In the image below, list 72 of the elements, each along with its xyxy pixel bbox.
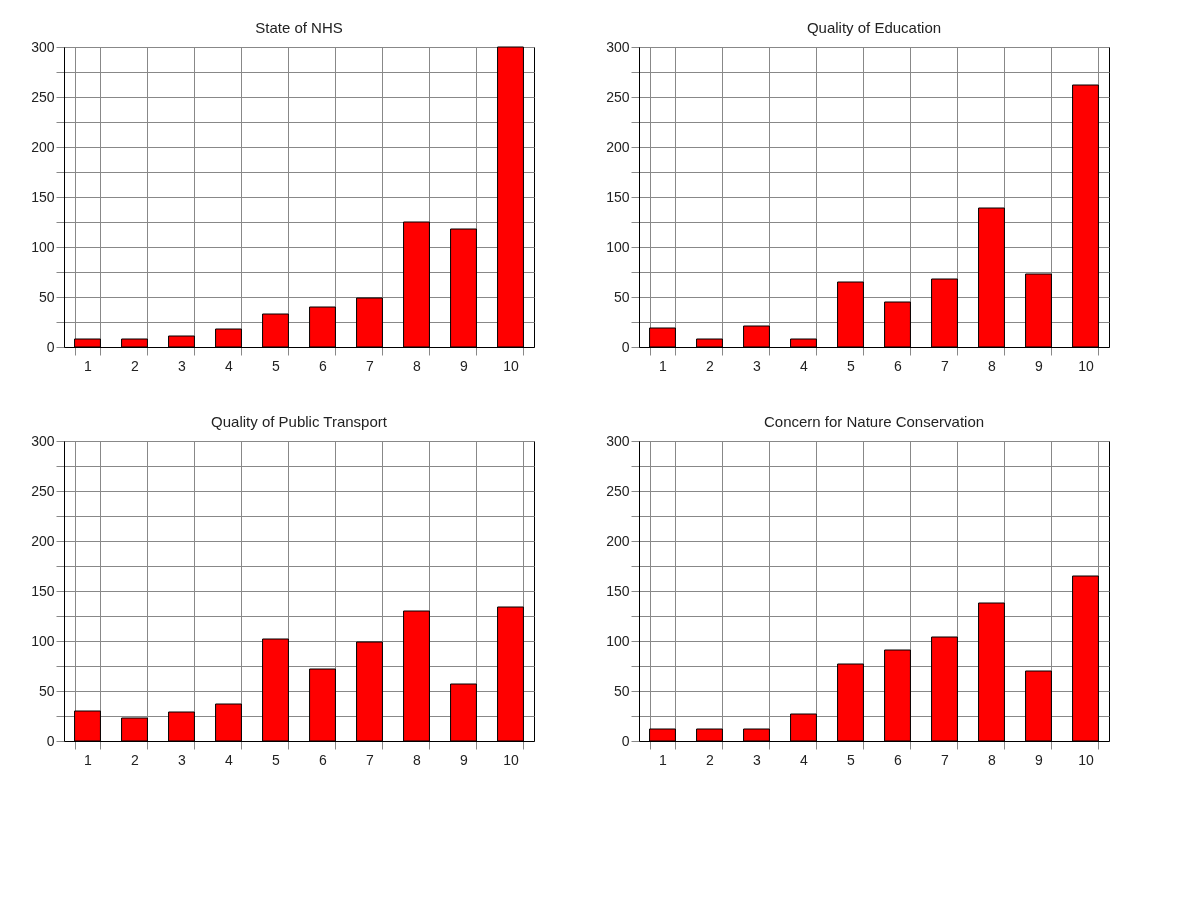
y-tick-label: 100 <box>31 632 55 649</box>
y-tick-label: 300 <box>31 38 55 55</box>
x-tick-label: 9 <box>1035 751 1044 768</box>
x-tick-label: 8 <box>988 751 997 768</box>
x-tick-label: 3 <box>178 357 187 374</box>
x-tick-label: 6 <box>319 751 328 768</box>
y-tick-label: 250 <box>606 482 630 499</box>
y-tick-label: 200 <box>606 532 630 549</box>
x-tick-label: 4 <box>800 357 809 374</box>
y-tick-label: 300 <box>31 432 55 449</box>
chart-title: Concern for Nature Conservation <box>763 413 985 430</box>
x-tick-label: 9 <box>460 357 469 374</box>
x-tick-label: 7 <box>941 751 950 768</box>
y-tick-label: 100 <box>606 238 630 255</box>
x-tick-label: 5 <box>847 751 856 768</box>
x-tick-label: 8 <box>988 357 997 374</box>
y-tick-label: 250 <box>31 482 55 499</box>
chart-title: Quality of Education <box>806 19 942 36</box>
x-tick-label: 2 <box>706 751 715 768</box>
x-tick-label: 1 <box>84 751 93 768</box>
x-tick-label: 4 <box>225 751 234 768</box>
x-tick-label: 9 <box>1035 357 1044 374</box>
x-tick-label: 4 <box>800 751 809 768</box>
y-tick-label: 300 <box>606 432 630 449</box>
x-tick-label: 3 <box>178 751 187 768</box>
y-tick-label: 50 <box>613 288 630 305</box>
y-tick-label: 250 <box>31 88 55 105</box>
x-tick-label: 2 <box>131 751 140 768</box>
x-tick-label: 1 <box>659 751 668 768</box>
y-tick-label: 50 <box>38 682 55 699</box>
y-tick-label: 150 <box>31 188 55 205</box>
x-tick-label: 3 <box>753 357 762 374</box>
x-tick-label: 5 <box>272 751 281 768</box>
y-tick-label: 0 <box>621 338 630 355</box>
y-tick-label: 150 <box>606 188 630 205</box>
x-tick-label: 7 <box>941 357 950 374</box>
y-tick-label: 150 <box>31 582 55 599</box>
x-tick-label: 10 <box>503 751 519 768</box>
chart-title: Quality of Public Transport <box>211 413 388 430</box>
x-tick-label: 10 <box>1078 751 1094 768</box>
y-tick-label: 50 <box>613 682 630 699</box>
y-tick-label: 300 <box>606 38 630 55</box>
x-tick-label: 5 <box>847 357 856 374</box>
x-tick-label: 1 <box>84 357 93 374</box>
x-tick-label: 10 <box>1078 357 1094 374</box>
x-tick-label: 3 <box>753 751 762 768</box>
y-tick-label: 200 <box>31 138 55 155</box>
x-tick-label: 2 <box>706 357 715 374</box>
y-tick-label: 0 <box>46 732 55 749</box>
x-tick-label: 9 <box>460 751 469 768</box>
y-tick-label: 200 <box>606 138 630 155</box>
y-tick-label: 250 <box>606 88 630 105</box>
y-tick-label: 0 <box>46 338 55 355</box>
x-tick-label: 10 <box>503 357 519 374</box>
x-tick-label: 7 <box>366 751 375 768</box>
chart-title: State of NHS <box>255 19 343 36</box>
x-tick-label: 7 <box>366 357 375 374</box>
y-tick-label: 50 <box>38 288 55 305</box>
y-tick-label: 0 <box>621 732 630 749</box>
x-tick-label: 5 <box>272 357 281 374</box>
y-tick-label: 150 <box>606 582 630 599</box>
y-tick-label: 100 <box>31 238 55 255</box>
y-tick-label: 200 <box>31 532 55 549</box>
y-tick-label: 100 <box>606 632 630 649</box>
x-tick-label: 1 <box>659 357 668 374</box>
x-tick-label: 6 <box>894 751 903 768</box>
x-tick-label: 8 <box>413 751 422 768</box>
x-tick-label: 4 <box>225 357 234 374</box>
x-tick-label: 2 <box>131 357 140 374</box>
x-tick-label: 6 <box>894 357 903 374</box>
x-tick-label: 6 <box>319 357 328 374</box>
x-tick-label: 8 <box>413 357 422 374</box>
